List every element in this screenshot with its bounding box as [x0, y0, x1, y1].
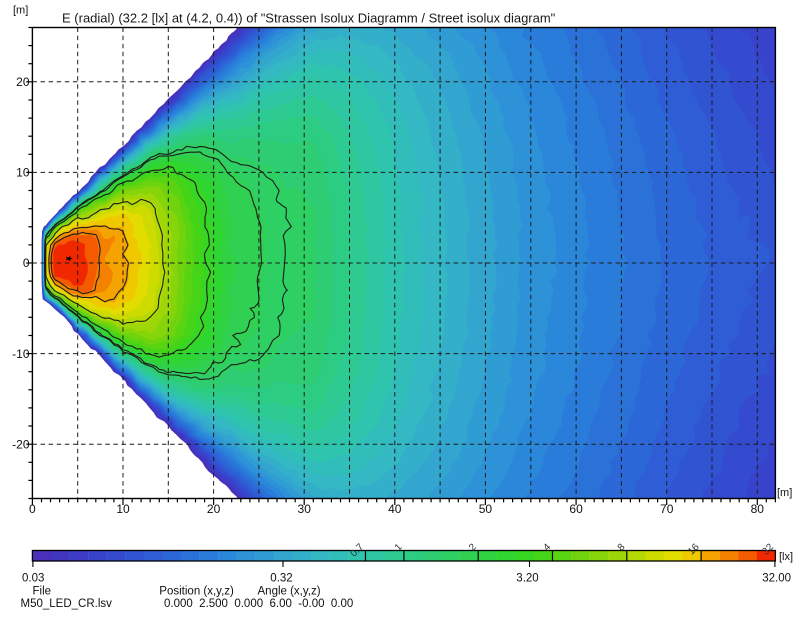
- svg-text:10: 10: [16, 166, 30, 180]
- svg-text:32.00: 32.00: [762, 573, 791, 585]
- svg-text:30: 30: [298, 502, 312, 516]
- svg-text:Angle (x,y,z): Angle (x,y,z): [258, 586, 321, 598]
- svg-text:20: 20: [207, 502, 221, 516]
- svg-text:3.20: 3.20: [516, 573, 538, 585]
- svg-text:50: 50: [479, 502, 493, 516]
- svg-text:0: 0: [23, 256, 30, 270]
- svg-text:70: 70: [660, 502, 674, 516]
- svg-text:0.03: 0.03: [22, 573, 44, 585]
- svg-text:E (radial) (32.2 [lx] at (4.2,: E (radial) (32.2 [lx] at (4.2, 0.4)) of …: [62, 11, 556, 26]
- svg-text:M50_LED_CR.lsv: M50_LED_CR.lsv: [21, 598, 113, 610]
- svg-text:[m]: [m]: [13, 5, 28, 17]
- svg-text:20: 20: [16, 75, 30, 89]
- svg-text:80: 80: [751, 502, 765, 516]
- svg-text:0: 0: [29, 502, 36, 516]
- svg-text:[m]: [m]: [777, 487, 792, 499]
- svg-text:File: File: [33, 586, 52, 598]
- svg-text:60: 60: [569, 502, 583, 516]
- svg-text:0.32: 0.32: [270, 573, 292, 585]
- svg-text:10: 10: [116, 502, 130, 516]
- svg-text:0.000 2.500 0.000 6.00 -0.: 0.000 2.500 0.000 6.00 -0.00 0.00: [164, 598, 353, 610]
- svg-text:-10: -10: [12, 347, 30, 361]
- svg-text:40: 40: [388, 502, 402, 516]
- svg-text:[lx]: [lx]: [779, 551, 793, 563]
- svg-text:-20: -20: [12, 437, 30, 451]
- svg-text:Position (x,y,z): Position (x,y,z): [159, 586, 234, 598]
